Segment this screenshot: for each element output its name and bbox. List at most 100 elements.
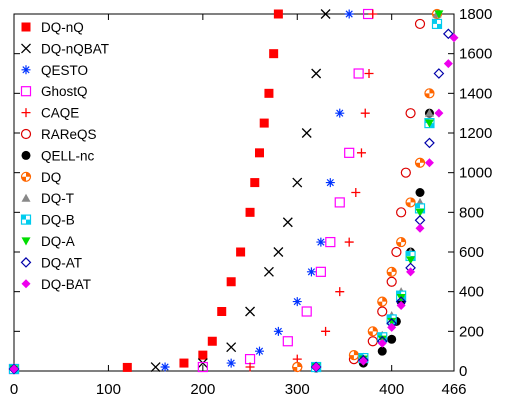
series-caqe xyxy=(9,9,378,374)
data-point xyxy=(396,207,407,218)
data-point xyxy=(406,267,416,277)
data-point xyxy=(150,362,161,372)
y-tick-label: 1600 xyxy=(459,46,492,63)
legend-item: CAQE xyxy=(21,106,79,121)
data-point xyxy=(264,88,274,98)
data-point xyxy=(198,350,208,360)
legend-item: DQ-AT xyxy=(20,255,82,270)
legend-marker xyxy=(21,65,31,75)
data-point xyxy=(259,118,269,128)
data-point xyxy=(9,364,19,374)
data-point xyxy=(226,358,236,368)
y-tick-label: 600 xyxy=(459,244,484,261)
data-point xyxy=(292,297,302,307)
data-point xyxy=(160,362,170,372)
data-point xyxy=(292,177,303,188)
data-point xyxy=(301,306,312,317)
data-point xyxy=(325,178,335,188)
data-point xyxy=(226,342,237,353)
data-point xyxy=(254,148,264,158)
y-tick-label: 1000 xyxy=(459,165,492,182)
legend-label: DQ-nQBAT xyxy=(41,41,109,56)
data-point xyxy=(315,266,326,277)
data-point xyxy=(273,9,283,19)
legend-marker xyxy=(21,193,31,202)
data-point xyxy=(367,336,378,347)
data-point xyxy=(364,69,374,78)
legend: DQ-nQ DQ-nQBAT QESTO GhostQ CAQE RAReQS QELL-n… xyxy=(20,20,109,292)
x-tick-label: 466 xyxy=(441,381,466,398)
x-tick-label: 400 xyxy=(379,381,404,398)
data-point xyxy=(406,256,416,265)
data-point xyxy=(424,88,435,99)
legend-marker xyxy=(21,22,31,32)
data-point xyxy=(434,10,444,19)
data-point xyxy=(263,266,274,277)
data-point xyxy=(415,188,425,197)
data-point xyxy=(320,9,331,19)
data-point xyxy=(415,208,425,217)
data-point xyxy=(353,68,364,79)
data-point xyxy=(197,361,208,373)
data-point xyxy=(442,28,454,40)
x-tick-label: 0 xyxy=(10,381,18,398)
legend-label: DQ-AT xyxy=(41,255,82,270)
data-point xyxy=(367,326,378,337)
data-point xyxy=(377,306,388,317)
data-point xyxy=(344,237,354,247)
data-point xyxy=(245,306,256,317)
data-point xyxy=(415,223,425,233)
data-point xyxy=(226,277,236,287)
legend-item: GhostQ xyxy=(20,84,88,99)
data-point xyxy=(311,362,321,372)
legend-marker xyxy=(21,237,31,246)
data-point xyxy=(269,49,279,59)
data-point xyxy=(348,350,360,361)
data-point xyxy=(396,301,406,311)
legend-item: DQ xyxy=(20,170,61,185)
data-point xyxy=(335,287,345,297)
legend-label: CAQE xyxy=(41,106,79,121)
legend-label: QELL-nc xyxy=(41,148,95,163)
data-point xyxy=(377,296,388,307)
data-point xyxy=(358,356,368,366)
y-tick-label: 1200 xyxy=(459,125,492,142)
data-point xyxy=(245,362,255,372)
series-ghostq xyxy=(8,8,374,375)
y-tick-label: 400 xyxy=(459,284,484,301)
legend-item: DQ-nQ xyxy=(21,20,84,35)
data-point xyxy=(424,108,434,117)
x-tick-label: 200 xyxy=(190,381,215,398)
legend-item: DQ-A xyxy=(21,234,75,249)
data-point xyxy=(250,178,260,188)
data-point xyxy=(434,108,444,118)
data-point xyxy=(396,236,407,248)
legend-label: DQ-A xyxy=(41,234,75,249)
data-point xyxy=(414,214,426,226)
legend-marker xyxy=(20,214,32,225)
data-point xyxy=(335,108,345,118)
data-point xyxy=(431,18,443,30)
data-point xyxy=(396,294,406,303)
data-point xyxy=(217,307,227,316)
data-point xyxy=(273,326,283,336)
data-point xyxy=(424,158,434,168)
data-point xyxy=(386,266,397,277)
legend-label: GhostQ xyxy=(41,84,88,99)
legend-label: DQ-T xyxy=(41,191,74,206)
x-tick-label: 300 xyxy=(285,381,310,398)
data-point xyxy=(325,236,336,248)
data-point xyxy=(424,137,435,149)
data-point xyxy=(377,338,387,348)
data-point xyxy=(321,326,331,336)
data-point xyxy=(351,188,361,197)
legend-item: QELL-nc xyxy=(21,148,95,163)
legend-marker xyxy=(21,150,31,160)
data-point xyxy=(254,346,264,356)
legend-label: DQ-BAT xyxy=(41,277,91,292)
y-tick-label: 200 xyxy=(459,323,484,340)
data-point xyxy=(273,247,284,257)
legend-marker xyxy=(20,86,32,97)
data-point xyxy=(391,246,402,258)
data-point xyxy=(282,336,293,347)
